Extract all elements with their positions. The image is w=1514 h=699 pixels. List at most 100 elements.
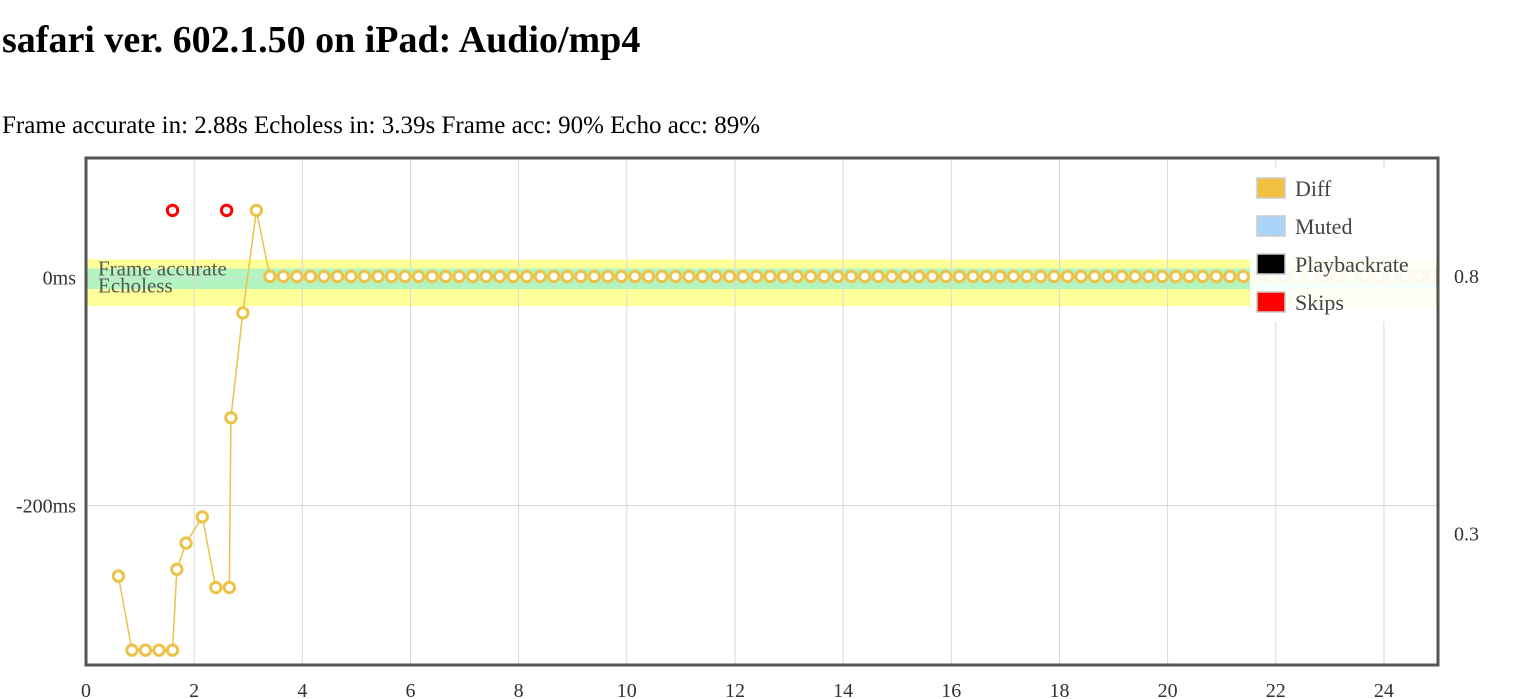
x-tick-label: 12 [725, 680, 745, 699]
diff-point [290, 269, 304, 284]
diff-point [411, 269, 426, 284]
diff-point [628, 269, 642, 284]
diff-point [263, 269, 277, 284]
diff-point [1141, 269, 1156, 284]
diff-point [170, 562, 184, 576]
diff-point [736, 269, 750, 284]
x-tick-label: 6 [405, 680, 415, 699]
diff-point [111, 569, 126, 583]
diff-point [709, 269, 723, 284]
legend-swatch-diff [1256, 177, 1286, 199]
diff-point [357, 269, 372, 284]
legend-label-diff: Diff [1295, 176, 1332, 201]
x-tick-label: 20 [1158, 680, 1178, 699]
y-tick-label-right: 0.8 [1454, 266, 1479, 288]
diff-point [384, 269, 399, 284]
diff-point [493, 269, 507, 284]
diff-point [222, 580, 237, 595]
y-tick-label-left: 0ms [43, 268, 77, 290]
diff-point [1033, 269, 1048, 284]
diff-point [152, 643, 166, 657]
diff-point [601, 269, 615, 284]
diff-point [776, 269, 791, 284]
diff-point [303, 269, 318, 284]
diff-point [912, 269, 926, 284]
diff-point [763, 269, 777, 284]
diff-point [803, 269, 818, 284]
x-tick-label: 18 [1049, 680, 1069, 699]
diff-point [1101, 269, 1115, 284]
diff-point [641, 269, 656, 284]
diff-point [276, 269, 291, 284]
legend-swatch-skips [1256, 291, 1286, 313]
diff-point [749, 269, 764, 284]
diff-point [722, 269, 737, 284]
diff-point [452, 269, 466, 284]
diff-point [925, 269, 940, 284]
diff-point [831, 269, 845, 284]
legend: Diff Muted Playbackrate Skips [1250, 168, 1436, 322]
diff-point [1060, 269, 1075, 284]
legend-label-playbackrate: Playbackrate [1295, 252, 1409, 277]
diff-point [1087, 269, 1102, 284]
x-tick-label: 8 [514, 680, 524, 699]
legend-label-muted: Muted [1295, 214, 1352, 239]
diff-point [249, 203, 264, 218]
x-tick-label: 22 [1266, 680, 1286, 699]
series-layer [111, 203, 1440, 657]
diff-point [138, 643, 153, 657]
x-tick-label: 24 [1374, 680, 1394, 699]
legend-label-skips: Skips [1295, 290, 1344, 315]
diff-point [425, 269, 439, 284]
x-tick-label: 2 [189, 680, 199, 699]
diff-point [1128, 269, 1142, 284]
diff-point [398, 269, 412, 284]
diff-point [547, 269, 561, 284]
diff-point [682, 269, 696, 284]
grid-lines [85, 158, 1438, 665]
diff-point [438, 269, 453, 284]
diff-point [668, 269, 683, 284]
diff-point [1155, 269, 1169, 284]
diff-point [560, 269, 575, 284]
diff-point [885, 269, 899, 284]
diff-point [966, 269, 980, 284]
diff-point [844, 269, 858, 284]
diff-point [1223, 269, 1237, 284]
diff-point [506, 269, 520, 284]
diff-point [1169, 269, 1183, 284]
x-tick-label: 10 [617, 680, 637, 699]
accuracy-stats: Frame accurate in: 2.88s Echoless in: 3.… [2, 112, 761, 139]
skips-point [165, 203, 180, 218]
diff-point [125, 643, 139, 657]
diff-point [330, 269, 345, 284]
diff-point [898, 269, 913, 284]
diff-point [317, 269, 331, 284]
diff-point [574, 269, 588, 284]
diff-point [1114, 269, 1129, 284]
diff-point [858, 269, 872, 284]
diff-point [587, 269, 602, 284]
diff-point [1182, 269, 1196, 284]
x-tick-label: 14 [833, 680, 853, 699]
diff-point [479, 269, 493, 284]
diff-point [165, 643, 180, 657]
diff-point [209, 580, 223, 595]
diff-line [117, 210, 1433, 651]
accuracy-bands [86, 259, 1438, 307]
diff-point [871, 269, 885, 284]
diff-point [465, 269, 480, 284]
skips-point [219, 203, 234, 218]
diff-point [371, 269, 385, 284]
legend-swatch-muted [1256, 215, 1286, 237]
diff-point [817, 269, 831, 284]
diff-point [533, 269, 547, 284]
band-label-echoless: Echoless [98, 274, 173, 298]
diff-point [655, 269, 669, 284]
diff-point [236, 306, 250, 320]
x-tick-label: 0 [81, 680, 91, 699]
y-tick-label-right: 0.3 [1454, 524, 1479, 546]
